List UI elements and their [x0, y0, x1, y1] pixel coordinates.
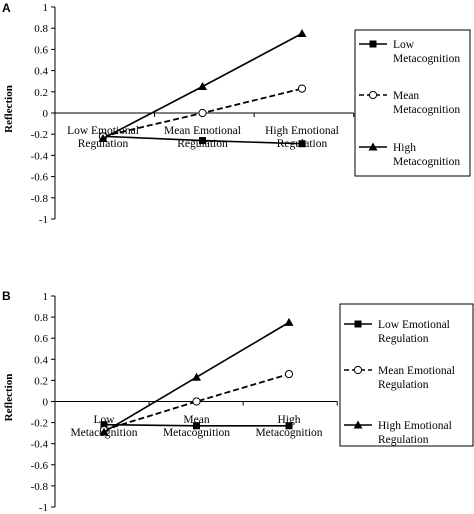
panel-a-y-tick-label: 1 [43, 2, 49, 14]
panel-a-series-point-3 [297, 29, 307, 37]
panel-b-x-tick-label: Low [93, 414, 115, 426]
panel-a-legend-label-3: High [393, 142, 416, 154]
panel-a-y-tick-label: 0.2 [34, 87, 48, 99]
panel-b-y-tick-label: -0.8 [31, 481, 49, 493]
panel-b-y-tick-label: 1 [43, 291, 49, 303]
panel-a-y-tick-label: -1 [39, 214, 48, 226]
panel-b-y-tick-label: -0.6 [31, 460, 49, 472]
panel-a-legend-marker-2 [368, 90, 378, 100]
panel-b-legend-label-2: Regulation [378, 379, 429, 391]
panel-b-y-tick-label: 0.2 [34, 375, 48, 387]
panel-a-series-point-1 [199, 137, 206, 145]
panel-a-legend-marker-1 [369, 40, 377, 48]
panel-a-y-tick-label: -0.4 [31, 150, 49, 162]
panel-b-y-tick-label: 0.8 [34, 312, 48, 324]
panel-a-legend-label-1: Low [393, 39, 415, 51]
panel-b-series-line-2 [103, 373, 290, 431]
panel-b-series-point-1 [193, 422, 200, 430]
panel-a-x-tick-label: Regulation [78, 138, 129, 150]
panel-b-legend-label-2: Mean Emotional [378, 365, 455, 377]
panel-a-series-point-3 [198, 82, 207, 90]
panel-b-legend-label-3: High Emotional [378, 420, 452, 432]
panel-b-y-tick-label: -0.2 [31, 418, 48, 430]
panel-a-series-point-2 [198, 108, 207, 118]
panel-b-series-point-2 [284, 369, 294, 379]
panel-a-y-tick-label: 0.8 [34, 23, 48, 35]
panel-a-x-tick-label: Mean Emotional [164, 125, 241, 137]
panel-b-legend-marker-2 [353, 365, 363, 375]
panel-b-y-tick-label: 0.4 [34, 354, 48, 366]
panel-b-series-point-3 [192, 372, 201, 381]
panel-b-y-tick-label: -0.4 [31, 439, 49, 451]
panel-a-legend-box [354, 29, 471, 177]
panel-b-y-tick-label: -1 [39, 502, 48, 514]
panel-b-y-tick-label: 0.6 [34, 333, 48, 345]
panel-b-series-point-3 [99, 427, 109, 436]
panel-a-y-tick-label: 0.6 [34, 44, 48, 56]
panel-b-series-point-3 [284, 317, 294, 326]
panel-a-y-tick-label: 0 [43, 108, 49, 120]
panel-a-legend-label-2: Metacognition [393, 104, 460, 116]
panel-a-legend-label-3: Metacognition [393, 156, 460, 168]
panel-b-x-tick-label: High [278, 414, 301, 426]
panel-b-y-axis-title: Reflection [3, 374, 15, 422]
panel-b-x-tick-label: Metacognition [163, 427, 230, 439]
panel-a-series-point-2 [297, 84, 307, 93]
panel-b-x-tick-label: Mean [183, 414, 209, 426]
panel-b-y-tick-label: 0 [43, 397, 49, 409]
panel-a-legend-marker-3 [368, 142, 378, 151]
panel-b-legend-box [339, 303, 474, 447]
panel-b-series-point-1 [100, 421, 108, 429]
panel-b-series-point-2 [192, 397, 201, 406]
panel-a-label: A [2, 1, 11, 15]
panel-a-y-tick-label: -0.2 [31, 129, 48, 141]
panel-b-legend-marker-3 [353, 420, 363, 429]
panel-a-legend-label-1: Metacognition [393, 53, 460, 65]
panel-a-y-tick-label: -0.8 [31, 193, 49, 205]
panel-a-legend-label-2: Mean [393, 90, 419, 102]
panel-b-x-tick-label: Metacognition [255, 427, 322, 439]
panel-b-legend-label-3: Regulation [378, 434, 429, 446]
panel-a-y-tick-label: -0.6 [31, 172, 49, 184]
panel-a-y-tick-label: 0.4 [34, 66, 48, 78]
panel-a-x-tick-label: High Emotional [265, 125, 339, 137]
panel-b-series-point-1 [285, 422, 293, 430]
panel-b-label: B [2, 289, 11, 303]
panel-b-legend-label-1: Regulation [378, 333, 429, 345]
panel-a-series-point-3 [98, 133, 108, 142]
panel-a-y-axis-title: Reflection [3, 85, 15, 133]
panel-a-series-point-1 [298, 140, 306, 148]
panel-a-x-tick-label: Low Emotional [67, 125, 139, 137]
panel-b-legend-marker-1 [354, 320, 362, 328]
panel-b-legend-label-1: Low Emotional [378, 319, 450, 331]
